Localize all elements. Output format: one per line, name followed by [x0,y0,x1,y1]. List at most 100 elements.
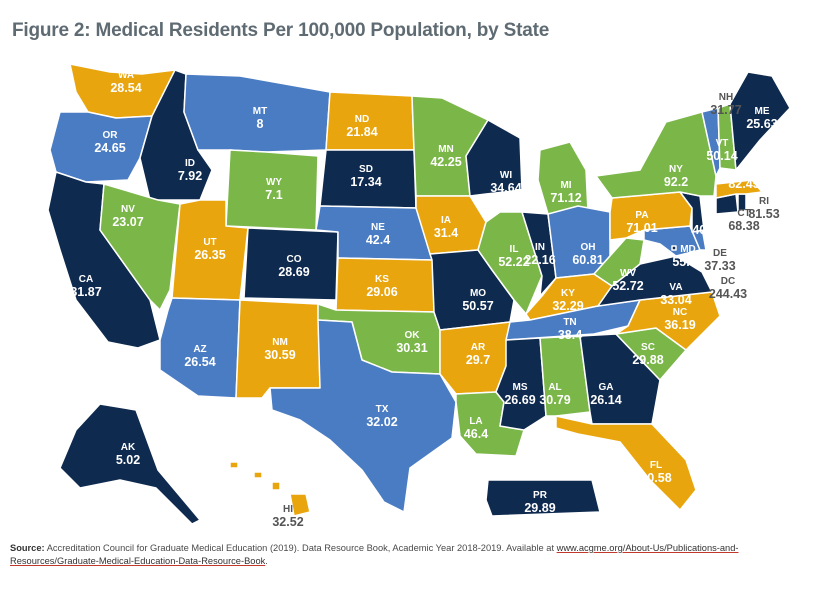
state-value-ok: 30.31 [396,341,427,355]
state-code-wv: WV [620,268,636,279]
state-code-ar: AR [471,342,486,353]
state-code-wi: WI [500,170,512,181]
state-value-co: 28.69 [278,265,309,279]
state-value-nv: 23.07 [112,215,143,229]
state-value-tx: 32.02 [366,415,397,429]
state-value-la: 46.4 [464,427,488,441]
state-code-md: MD [680,244,696,255]
state-value-mi: 71.12 [550,191,581,205]
state-id [139,69,213,201]
state-value-nj: 40.89 [692,223,723,237]
state-value-ak: 5.02 [116,453,140,467]
source-note: Source: Accreditation Council for Gradua… [10,542,810,568]
state-code-al: AL [548,382,561,393]
state-code-wy: WY [266,177,282,188]
state-code-or: OR [103,130,119,141]
state-code-nd: ND [355,114,369,125]
state-ak [59,403,201,525]
state-wi [465,119,523,197]
state-ny [595,111,717,199]
state-value-hi: 32.52 [272,515,303,529]
state-value-in: 22.16 [524,253,555,267]
state-code-mi: MI [560,180,571,191]
state-code-ny: NY [669,164,683,175]
state-value-mt: 8 [257,117,264,131]
state-code-mt: MT [253,106,267,117]
state-code-ne: NE [371,222,385,233]
state-code-in: IN [535,242,545,253]
state-value-me: 25.63 [746,117,777,131]
state-code-hi: HI [283,504,293,515]
state-value-al: 30.79 [539,393,570,407]
state-code-ca: CA [79,274,93,285]
state-code-nv: NV [121,204,135,215]
state-code-pr: PR [533,490,548,501]
state-in [521,211,557,297]
state-code-ok: OK [405,330,421,341]
source-label: Source: [10,543,45,553]
state-code-nm: NM [272,337,288,348]
state-code-pa: PA [635,210,648,221]
state-value-wv: 52.72 [612,279,643,293]
state-code-ct: CT [737,208,750,219]
state-or [49,111,153,183]
state-code-fl: FL [650,460,662,471]
state-code-oh: OH [581,242,596,253]
state-value-pa: 71.01 [626,221,657,235]
state-value-va: 33.04 [660,293,691,307]
state-code-ak: AK [121,442,136,453]
state-value-ma: 82.45 [728,177,759,191]
state-dc [671,245,677,251]
state-value-ri: 81.53 [748,207,779,221]
state-code-ia: IA [441,215,451,226]
state-code-la: LA [469,416,482,427]
state-value-nd: 21.84 [346,125,377,139]
state-value-id: 7.92 [178,169,202,183]
state-code-ks: KS [375,274,389,285]
state-value-az: 26.54 [184,355,215,369]
state-value-ks: 29.06 [366,285,397,299]
state-nd [325,91,415,151]
state-code-nh: NH [719,92,733,103]
state-code-me: ME [755,106,770,117]
state-pr [485,479,601,517]
state-value-tn: 38.4 [558,328,582,342]
state-value-nm: 30.59 [264,348,295,362]
state-value-ia: 31.4 [434,226,458,240]
state-value-wy: 7.1 [265,188,282,202]
state-value-md: 55.44 [672,255,703,269]
state-value-vt: 50.14 [706,149,737,163]
state-value-pr: 29.89 [524,501,555,515]
state-code-nj: NJ [702,212,715,223]
state-code-ri: RI [759,196,769,207]
state-value-nc: 36.19 [664,318,695,332]
state-code-ga: GA [599,382,614,393]
source-link[interactable]: www.acgme.org/About-Us/Publications-and-… [10,543,739,566]
us-map: WA28.54OR24.65CA31.87ID7.92NV23.07MT8WY7… [47,63,791,529]
state-al [539,335,591,417]
state-value-oh: 60.81 [572,253,603,267]
state-code-il: IL [510,244,519,255]
state-code-az: AZ [193,344,206,355]
state-ca [47,171,161,349]
state-code-mn: MN [438,144,454,155]
state-value-fl: 30.58 [640,471,671,485]
state-code-tn: TN [563,317,576,328]
state-me [729,71,791,171]
state-code-sd: SD [359,164,373,175]
state-value-wi: 34.64 [490,181,521,195]
state-code-sc: SC [641,342,655,353]
state-value-sd: 17.34 [350,175,381,189]
state-value-ny: 92.2 [664,175,688,189]
source-text: Accreditation Council for Graduate Medic… [44,543,557,553]
state-value-il: 52.22 [498,255,529,269]
state-value-ut: 26.35 [194,248,225,262]
state-code-wa: WA [118,70,134,81]
state-code-id: ID [185,158,195,169]
state-code-nc: NC [673,307,687,318]
state-code-de: DE [713,248,727,259]
figure-title: Figure 2: Medical Residents Per 100,000 … [12,20,550,41]
state-value-dc: 244.43 [709,287,747,301]
state-value-ct: 68.38 [728,219,759,233]
state-value-ms: 26.69 [504,393,535,407]
